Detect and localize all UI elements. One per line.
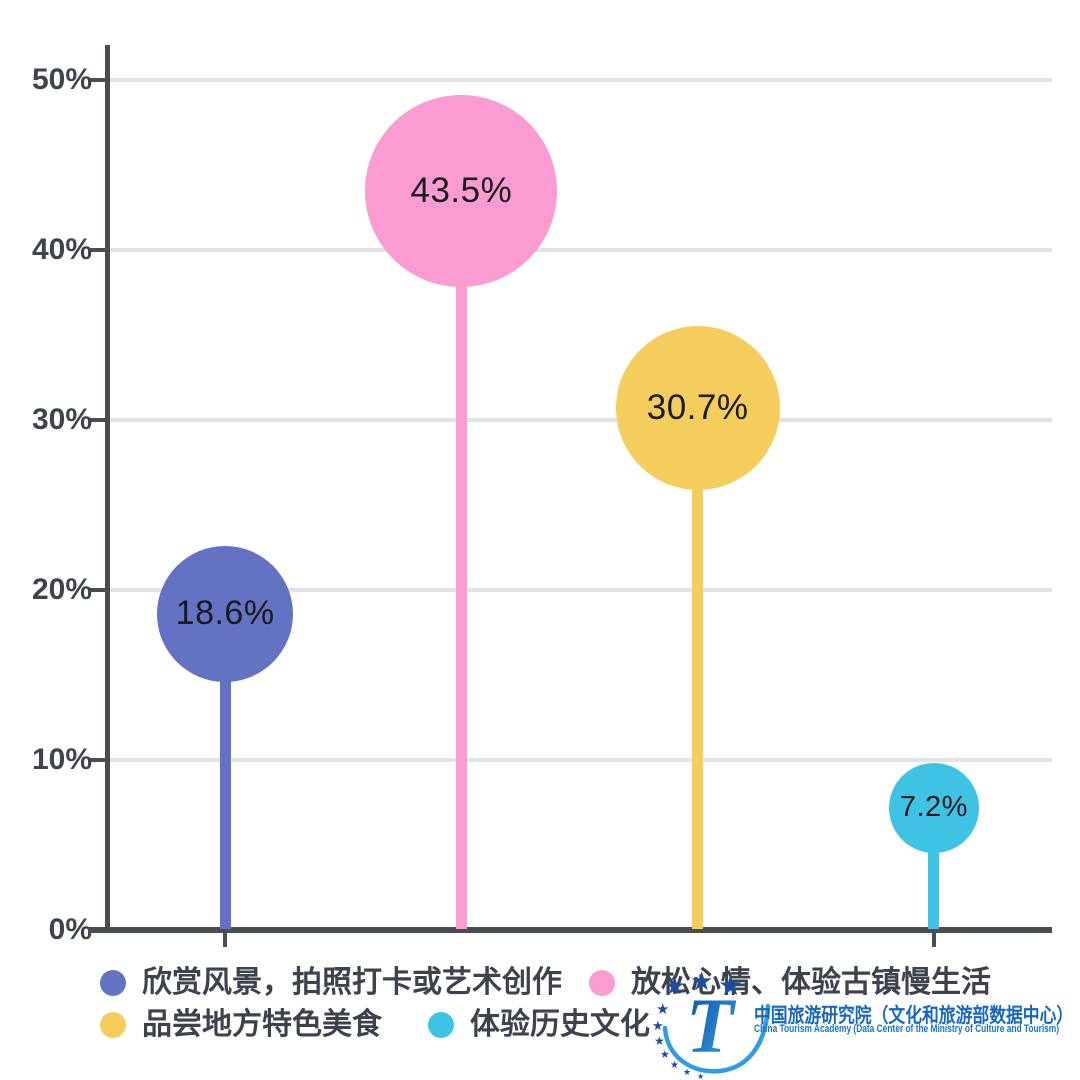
- branding-name-cn: 中国旅游研究院（文化和旅游部数据中心）: [754, 1005, 1074, 1027]
- y-axis-tick-label: 30%: [31, 403, 92, 436]
- y-axis-tick: [88, 588, 107, 592]
- svg-text:★: ★: [683, 1068, 691, 1078]
- y-axis-tick-label: 20%: [31, 573, 92, 606]
- legend-item-label: 放松心情、体验古镇慢生活: [631, 966, 991, 999]
- data-point-value-label: 18.6%: [175, 594, 275, 633]
- svg-text:★: ★: [690, 967, 713, 997]
- x-axis-line: [88, 927, 1052, 933]
- y-axis-tick: [88, 78, 107, 82]
- y-axis-tick-label: 0%: [48, 913, 92, 946]
- svg-text:★: ★: [664, 972, 686, 1000]
- svg-text:★: ★: [660, 1048, 670, 1061]
- svg-text:★: ★: [670, 1060, 679, 1071]
- y-gridline: [107, 758, 1052, 762]
- svg-text:★: ★: [718, 969, 743, 1002]
- lollipop-bubble: 18.6%: [157, 545, 294, 682]
- lollipop-stem: [928, 807, 940, 929]
- svg-text:★: ★: [654, 1034, 665, 1048]
- data-point-value-label: 43.5%: [410, 170, 513, 210]
- svg-text:★: ★: [697, 1072, 704, 1080]
- svg-text:T: T: [686, 982, 737, 1069]
- y-axis-line: [105, 45, 110, 933]
- x-axis-tick: [223, 933, 228, 947]
- y-axis-tick-label: 50%: [31, 63, 92, 96]
- x-axis-tick: [931, 933, 936, 947]
- lollipop-stem: [219, 613, 231, 929]
- y-axis-tick-label: 40%: [31, 233, 92, 266]
- y-gridline: [107, 248, 1052, 252]
- legend-item-label: 欣赏风景，拍照打卡或艺术创作: [142, 966, 562, 999]
- legend-color-dot-icon: [589, 970, 615, 996]
- legend-color-dot-icon: [100, 1012, 126, 1038]
- y-gridline: [107, 588, 1052, 592]
- branding-watermark: ★ ★ ★ ★ ★ ★ ★ ★ ★ ★ T 中国旅游研究院（文化和旅游部数据中心…: [650, 962, 1080, 1080]
- legend-item-label: 品尝地方特色美食: [142, 1008, 382, 1041]
- legend-item-label: 体验历史文化: [470, 1008, 650, 1041]
- legend-color-dot-icon: [428, 1012, 454, 1038]
- legend-item: 体验历史文化: [428, 1008, 650, 1042]
- lollipop-bubble: 43.5%: [365, 94, 558, 287]
- branding-name-en: China Tourism Academy (Data Center of th…: [754, 1023, 1060, 1035]
- legend-color-dot-icon: [100, 970, 126, 996]
- y-axis-tick: [88, 248, 107, 252]
- lollipop-stem: [455, 190, 467, 929]
- lollipop-stem: [692, 408, 704, 929]
- svg-text:★: ★: [652, 1019, 664, 1034]
- y-gridline: [107, 78, 1052, 82]
- legend-item: 欣赏风景，拍照打卡或艺术创作: [100, 966, 562, 1000]
- legend-item: 品尝地方特色美食: [100, 1008, 382, 1042]
- data-point-value-label: 30.7%: [646, 388, 749, 428]
- y-axis-tick: [88, 418, 107, 422]
- legend-item: 放松心情、体验古镇慢生活: [589, 966, 991, 1000]
- y-gridline: [107, 418, 1052, 422]
- lollipop-bubble: 30.7%: [615, 326, 780, 491]
- svg-text:★: ★: [656, 1000, 669, 1018]
- y-axis-tick-label: 10%: [31, 743, 92, 776]
- data-point-value-label: 7.2%: [899, 791, 968, 824]
- y-axis-tick: [88, 758, 107, 762]
- lollipop-bubble: 7.2%: [888, 762, 979, 853]
- china-tourism-academy-logo-icon: ★ ★ ★ ★ ★ ★ ★ ★ ★ ★ T: [652, 967, 771, 1080]
